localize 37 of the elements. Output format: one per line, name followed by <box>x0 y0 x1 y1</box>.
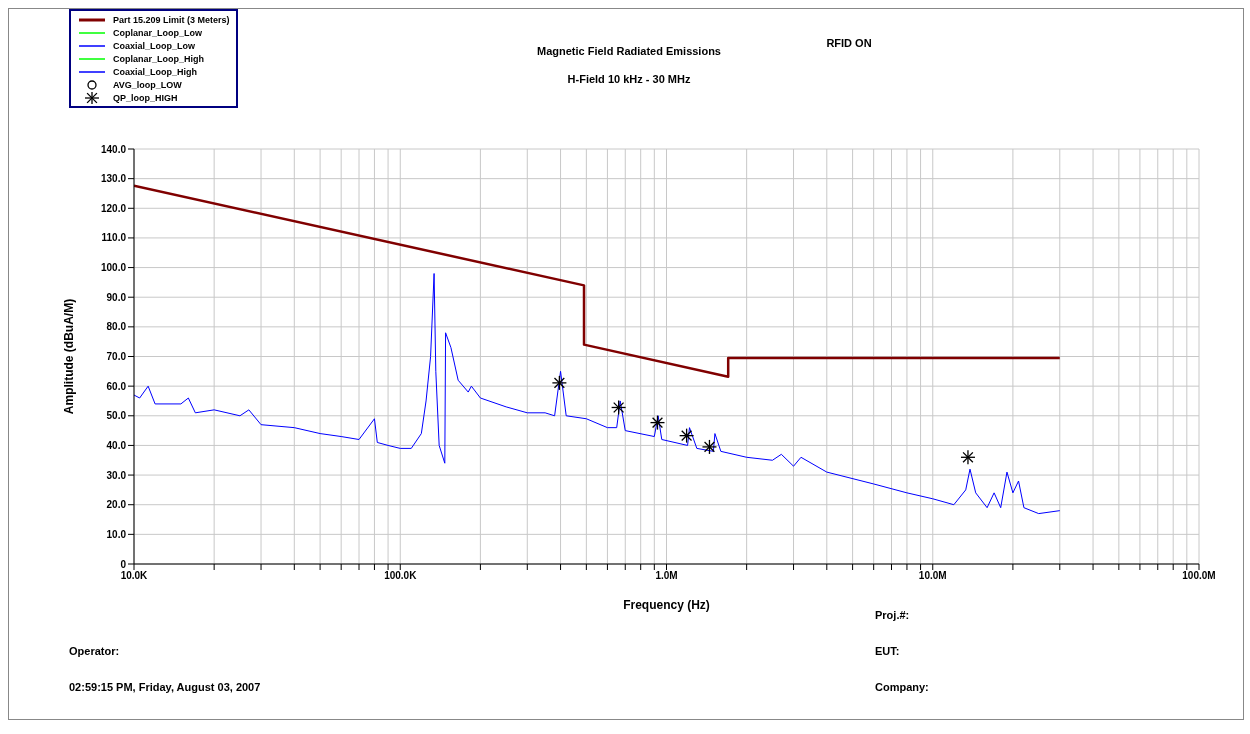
y-tick-label: 60.0 <box>106 380 127 392</box>
legend-label: AVG_loop_LOW <box>113 79 182 90</box>
y-axis-title: Amplitude (dBuA/M) <box>62 298 77 415</box>
text: Company: <box>875 681 929 693</box>
y-tick-label: 30.0 <box>106 469 127 481</box>
y-tick-label: 70.0 <box>106 351 127 363</box>
legend-label: Coplanar_Loop_Low <box>113 27 203 38</box>
text: Operator: <box>69 645 120 657</box>
x-tick-label: 1.0M <box>655 570 678 582</box>
y-tick-label: 90.0 <box>106 291 127 303</box>
text: 02:59:15 PM, Friday, August 03, 2007 <box>69 681 261 693</box>
legend-label: Coaxial_Loop_High <box>113 66 198 77</box>
legend-label: Coplanar_Loop_High <box>113 53 205 64</box>
text: Proj.#: <box>875 609 910 621</box>
y-tick-label: 20.0 <box>106 499 127 511</box>
y-tick-label: 140.0 <box>100 143 127 155</box>
y-tick-label: 130.0 <box>100 173 127 185</box>
text: RFID ON <box>825 37 873 49</box>
y-tick-label: 50.0 <box>106 410 127 422</box>
x-tick-label: 10.0M <box>918 570 947 582</box>
y-tick-label: 110.0 <box>101 232 127 244</box>
y-tick-label: 80.0 <box>106 321 127 333</box>
y-tick-label: 100.0 <box>100 262 127 274</box>
legend-label: Part 15.209 Limit (3 Meters) <box>113 14 230 25</box>
text: H-Field 10 kHz - 30 MHz <box>566 73 692 85</box>
y-tick-label: 10.0 <box>106 528 127 540</box>
x-tick-label: 100.0M <box>1182 570 1216 582</box>
legend-label: Coaxial_Loop_Low <box>113 40 196 51</box>
y-tick-label: 120.0 <box>100 202 127 214</box>
x-tick-label: 100.0K <box>384 570 418 582</box>
text: EUT: <box>875 645 900 657</box>
x-tick-label: 10.0K <box>120 570 149 582</box>
legend-label: QP_loop_HIGH <box>113 92 178 103</box>
x-axis-title: Frequency (Hz) <box>623 598 710 612</box>
chart-subtitle: Magnetic Field Radiated Emissions <box>537 45 721 57</box>
y-tick-label: 40.0 <box>106 439 127 451</box>
y-tick-label: 0 <box>120 558 127 570</box>
